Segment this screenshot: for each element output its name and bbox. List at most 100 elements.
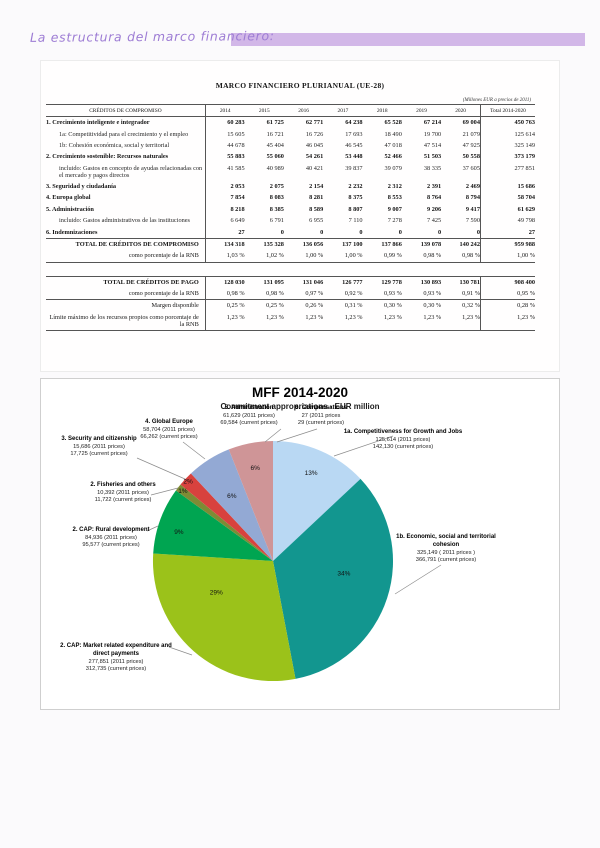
table-row: incluido: Gastos en concepto de ayudas r…	[46, 162, 535, 181]
cell-value: 277 851	[514, 164, 535, 172]
cell-value: 0,30 %	[362, 299, 402, 312]
pie-slice-security	[180, 473, 273, 561]
cell-value: 8 218	[230, 205, 245, 213]
pie-pct-label-1b: 34%	[337, 571, 350, 578]
cell-value: 67 214	[423, 119, 442, 127]
cell-value: 125 614	[514, 130, 535, 138]
cell-value: 2 391	[427, 183, 442, 191]
row-label: 4. Europa global	[46, 192, 206, 204]
pie-label-competitiveness: 1a. Competitiveness for Growth and Jobs …	[343, 429, 463, 451]
leader-line	[168, 646, 193, 656]
cell-value: 52 466	[384, 153, 402, 161]
cell-value: 6 649	[230, 217, 245, 225]
cell-value: 40 421	[305, 164, 324, 172]
column-header: 2018	[362, 104, 402, 117]
cell-value: 2 075	[269, 183, 284, 191]
cell-value: 140 242	[441, 237, 481, 251]
cell-value: 0,93 %	[423, 290, 442, 298]
pie-slice-fisheries	[175, 484, 273, 561]
cell-value: 1,23 %	[266, 313, 284, 321]
cell-value: 0	[441, 226, 481, 239]
cell-value: 1,02 %	[266, 252, 284, 260]
cell-value: 0,26 %	[283, 299, 324, 312]
pie-slice-cap-rural	[153, 490, 273, 561]
cell-value: 27	[528, 228, 535, 236]
leader-line	[333, 435, 394, 457]
cell-value: 47 018	[384, 141, 402, 149]
cell-value: 130 781	[441, 275, 481, 288]
cell-value: 61 629	[517, 205, 535, 213]
cell-value: 8 807	[348, 205, 363, 213]
cell-value: 19 700	[423, 130, 442, 138]
cell-value: 8 385	[269, 205, 284, 213]
column-header: CRÉDITOS DE COMPROMISO	[46, 104, 206, 117]
cell-value: 134 318	[205, 237, 245, 251]
cell-value: 8 794	[441, 192, 481, 204]
cell-value: 0,99 %	[384, 252, 402, 260]
cell-value: 139 078	[401, 237, 442, 251]
table-row: 1b: Cohesión económica, social y territo…	[46, 139, 535, 152]
column-header: 2014	[205, 104, 245, 117]
cell-value: 37 605	[441, 162, 481, 181]
cell-value: 21 079	[441, 128, 481, 140]
payments-table: TOTAL DE CRÉDITOS DE PAGO 128 030 131 095 1…	[46, 275, 535, 331]
cell-value: 2 154	[309, 183, 324, 191]
cell-value: 53 448	[345, 153, 363, 161]
table-row: 3. Seguridad y ciudadanía 2 053 2 075 2 154…	[46, 180, 535, 193]
pie-slice-1a	[273, 441, 361, 561]
cell-value: 2 053	[230, 183, 245, 191]
cell-value: 9 206	[427, 205, 442, 213]
cell-value: 0	[438, 228, 442, 236]
cell-value: 49 798	[517, 217, 535, 225]
leader-line	[394, 564, 442, 595]
pie-pct-label-1a: 13%	[305, 470, 318, 477]
row-label: incluido: Gastos administrativos de las …	[46, 215, 206, 227]
chart-title: MFF 2014-2020	[251, 385, 349, 400]
cell-value: 58 704	[517, 194, 535, 202]
cell-value: 45 404	[266, 141, 284, 149]
cell-value: 1,03 %	[226, 252, 245, 260]
table-row: Margen disponible 0,25 % 0,25 % 0,26 % 0,31 …	[46, 299, 535, 312]
cell-value: 1,23 %	[441, 311, 481, 331]
cell-value: 129 778	[362, 275, 402, 288]
cell-value: 8 281	[309, 194, 324, 202]
cell-value: 1,23 %	[517, 313, 535, 321]
cell-value: 47 925	[441, 139, 481, 152]
cell-value: 7 278	[387, 217, 402, 225]
cell-value: 0,28 %	[480, 299, 535, 312]
leader-line	[182, 441, 206, 460]
column-header: Total 2014-2020	[480, 104, 535, 117]
row-label: 1b: Cohesión económica, social y territo…	[46, 139, 206, 152]
row-label: Margen disponible	[46, 299, 206, 312]
table-row: 2. Crecimiento sostenible: Recursos natu…	[46, 151, 535, 163]
table-row: TOTAL DE CRÉDITOS DE COMPROMISO 134 318 13…	[46, 237, 535, 251]
cell-value: 50 558	[441, 151, 481, 163]
cell-value: 0	[359, 228, 363, 236]
table-title: MARCO FINANCIERO PLURIANUAL (UE-28)	[215, 81, 385, 90]
cell-value: 1,00 %	[305, 252, 324, 260]
cell-value: 1,00 %	[344, 252, 363, 260]
cell-value: 0,97 %	[305, 290, 324, 298]
cell-value: 65 528	[384, 119, 402, 127]
cell-value: 46 045	[305, 141, 324, 149]
cell-value: 908 400	[480, 275, 535, 288]
cell-value: 135 328	[244, 237, 284, 251]
cell-value: 44 678	[227, 141, 245, 149]
cell-value: 137 100	[323, 237, 363, 251]
pie-slice-1b	[273, 478, 394, 679]
cell-value: 54 261	[305, 153, 324, 161]
pie-chart-block: MFF 2014-2020 Commitment appropriations …	[40, 378, 560, 710]
table-units-note: (Millones EUR a precios de 2011)	[462, 98, 531, 103]
pie-label-security: 3. Security and citizenship 15,686 (2011…	[61, 436, 137, 458]
cell-value: 137 866	[362, 237, 402, 251]
cell-value: 27	[238, 228, 245, 236]
header-row: CRÉDITOS DE COMPROMISO 2014 2015 2016 20…	[46, 104, 535, 117]
cell-value: 1,00 %	[517, 252, 535, 260]
pie-pct-label-security: 2%	[183, 478, 193, 485]
chart-subtitle: Commitment appropriations - EUR million	[220, 402, 380, 411]
row-label: 5. Administración	[46, 203, 206, 215]
cell-value: 17 693	[345, 130, 363, 138]
cell-value: 7 854	[230, 194, 245, 202]
cell-value: 0,98 %	[226, 290, 245, 298]
